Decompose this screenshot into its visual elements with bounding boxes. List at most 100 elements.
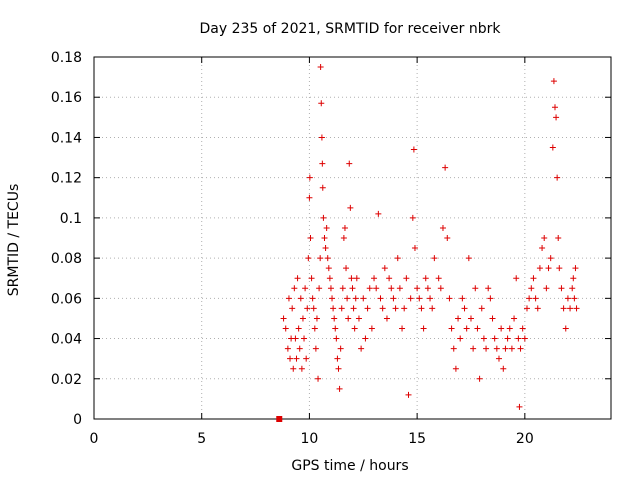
- data-point: [555, 235, 562, 241]
- data-point: [551, 104, 558, 111]
- tick-labels: 0 5 10 15 20 0 0.02 0.04 0.06 0.08 0.1 0.12 0.14 0.16…: [51, 50, 534, 447]
- data-point: [513, 275, 520, 282]
- data-point: [461, 305, 468, 312]
- data-point: [308, 275, 315, 282]
- data-point: [379, 305, 386, 312]
- data-point: [383, 315, 390, 322]
- data-point: [364, 305, 371, 312]
- data-point: [547, 255, 554, 262]
- data-point: [358, 345, 365, 352]
- data-point: [523, 305, 530, 312]
- data-point: [444, 235, 451, 241]
- data-point: [330, 305, 337, 312]
- data-point: [347, 204, 354, 211]
- data-point: [511, 315, 518, 322]
- data-point: [399, 325, 406, 332]
- data-point: [375, 210, 382, 217]
- data-point: [368, 325, 375, 332]
- data-point: [321, 235, 328, 241]
- data-point: [323, 224, 330, 231]
- y-tick-label: 0.18: [51, 50, 82, 66]
- data-point: [420, 325, 427, 332]
- data-point: [344, 295, 351, 302]
- data-point: [336, 385, 343, 392]
- data-point: [360, 295, 367, 302]
- data-point: [319, 184, 326, 191]
- data-point: [409, 214, 416, 221]
- axes-frame: [93, 56, 612, 420]
- data-point: [541, 235, 548, 241]
- data-point: [459, 295, 466, 302]
- data-point: [348, 275, 355, 282]
- data-point: [392, 305, 399, 312]
- data-point: [526, 295, 533, 302]
- data-point: [516, 403, 523, 410]
- data-point: [442, 164, 449, 171]
- y-tick-label: 0.1: [60, 211, 82, 227]
- data-point: [313, 315, 320, 322]
- chart-title: Day 235 of 2021, SRMTID for receiver nbr…: [199, 21, 501, 37]
- data-point: [476, 375, 483, 382]
- data-point: [350, 305, 357, 312]
- square-marker: [276, 416, 283, 422]
- data-point: [519, 325, 526, 332]
- data-point: [310, 305, 317, 312]
- data-point: [545, 265, 552, 272]
- data-point: [340, 235, 347, 241]
- data-point: [366, 285, 373, 292]
- data-point: [338, 305, 345, 312]
- data-point: [306, 174, 313, 181]
- data-point: [401, 305, 408, 312]
- data-point: [556, 265, 563, 272]
- data-point: [319, 160, 326, 167]
- data-point: [324, 255, 331, 262]
- y-tick-label: 0.08: [51, 251, 82, 267]
- data-point: [467, 315, 474, 322]
- x-tick-label: 10: [301, 431, 319, 447]
- data-point: [396, 285, 403, 292]
- data-point: [341, 224, 348, 231]
- data-point: [297, 295, 304, 302]
- data-point: [407, 295, 414, 302]
- y-tick-label: 0.06: [51, 291, 82, 307]
- data-point: [495, 355, 502, 362]
- data-point: [289, 305, 296, 312]
- data-point: [307, 235, 314, 241]
- data-point: [333, 335, 340, 342]
- y-tick-label: 0.02: [51, 372, 82, 388]
- data-point: [550, 78, 557, 85]
- data-point: [572, 265, 579, 272]
- data-point: [343, 265, 350, 272]
- data-point: [318, 100, 325, 107]
- data-point: [573, 305, 580, 312]
- data-point: [331, 315, 338, 322]
- data-point: [299, 315, 306, 322]
- data-point: [320, 214, 327, 221]
- data-point: [491, 335, 498, 342]
- data-point: [553, 114, 560, 121]
- data-point: [329, 295, 336, 302]
- data-point: [332, 325, 339, 332]
- data-point: [517, 345, 524, 352]
- data-point: [414, 285, 421, 292]
- data-point: [424, 285, 431, 292]
- data-points: [276, 64, 580, 422]
- data-point: [301, 335, 308, 342]
- data-point: [446, 295, 453, 302]
- y-tick-label: 0.12: [51, 171, 82, 187]
- data-point: [362, 335, 369, 342]
- data-point: [549, 144, 556, 151]
- x-tick-label: 5: [197, 431, 206, 447]
- data-point: [346, 160, 353, 167]
- data-point: [534, 305, 541, 312]
- y-tick-label: 0.16: [51, 90, 82, 106]
- data-point: [291, 285, 298, 292]
- data-point: [567, 305, 574, 312]
- data-point: [345, 315, 352, 322]
- data-point: [325, 265, 332, 272]
- data-point: [403, 275, 410, 282]
- data-point: [564, 295, 571, 302]
- data-point: [302, 285, 309, 292]
- data-point: [410, 146, 417, 153]
- data-point: [335, 365, 342, 372]
